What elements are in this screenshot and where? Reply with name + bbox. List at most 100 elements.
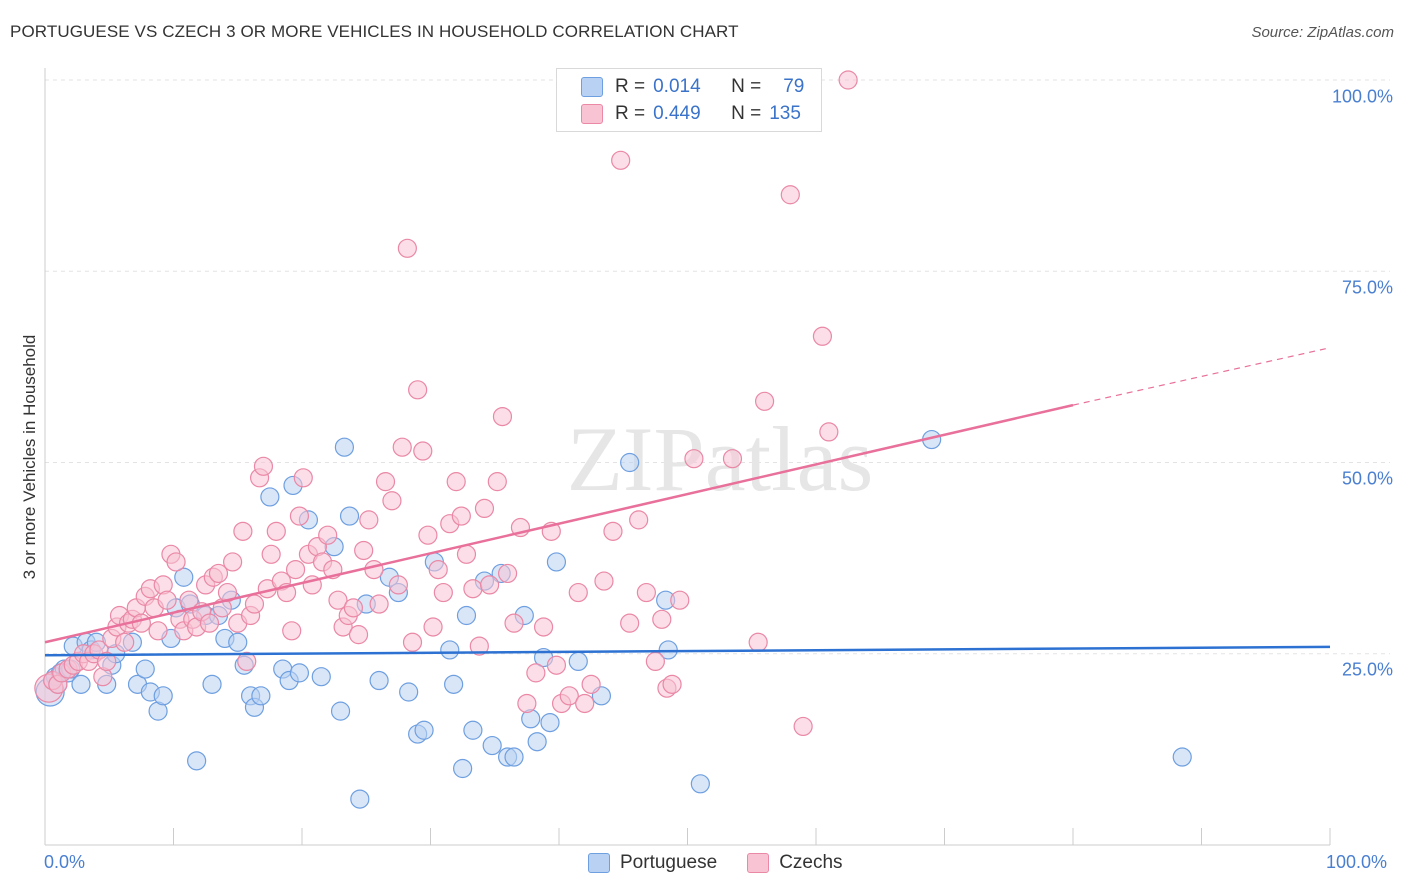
czechs-point bbox=[328, 590, 348, 610]
portuguese-point bbox=[289, 663, 310, 683]
czechs-point bbox=[780, 185, 800, 205]
czechs-point bbox=[223, 552, 243, 572]
czechs-point bbox=[819, 422, 839, 442]
legend-item-czechs[interactable]: Czechs bbox=[747, 852, 843, 874]
portuguese-point bbox=[339, 506, 360, 526]
czechs-point bbox=[526, 663, 546, 683]
czechs-point bbox=[289, 506, 310, 526]
gridlines bbox=[45, 79, 1390, 655]
portuguese-point bbox=[504, 747, 524, 767]
legend-item-portuguese[interactable]: Portuguese bbox=[588, 852, 717, 874]
czechs-point bbox=[343, 598, 363, 618]
portuguese-point bbox=[440, 640, 460, 660]
czechs-point bbox=[487, 472, 507, 492]
portuguese-point bbox=[568, 651, 588, 672]
czechs-trend-line bbox=[44, 403, 1074, 644]
czechs-point bbox=[636, 582, 656, 603]
czechs-point bbox=[115, 632, 135, 652]
y-tick-50: 50.0% bbox=[1341, 468, 1393, 489]
czechs-point bbox=[629, 510, 649, 530]
portuguese-point bbox=[1172, 747, 1192, 767]
portuguese-point bbox=[399, 682, 419, 702]
czechs-point bbox=[364, 559, 384, 580]
n-label: N = bbox=[731, 103, 762, 124]
czechs-points bbox=[34, 70, 858, 737]
czechs-point bbox=[748, 632, 768, 652]
czechs-point bbox=[369, 594, 389, 614]
r-label: R = bbox=[615, 76, 646, 97]
czechs-point bbox=[793, 716, 813, 737]
portuguese-point bbox=[414, 720, 434, 740]
chart-title: PORTUGUESE VS CZECH 3 OR MORE VEHICLES I… bbox=[10, 22, 739, 41]
portuguese-point bbox=[620, 452, 640, 473]
czechs-point bbox=[620, 613, 640, 633]
n-value: 135 bbox=[769, 103, 801, 124]
czechs-point bbox=[611, 150, 631, 170]
czechs-swatch bbox=[747, 853, 770, 873]
r-label: R = bbox=[615, 103, 646, 124]
czechs-point bbox=[261, 544, 281, 564]
czechs-point bbox=[463, 579, 483, 599]
czechs-point bbox=[282, 621, 302, 641]
czechs-point bbox=[428, 559, 448, 580]
czechs-point bbox=[348, 625, 369, 645]
czechs-point bbox=[413, 441, 433, 461]
portuguese-point bbox=[334, 437, 355, 457]
axes bbox=[44, 68, 1331, 846]
y-tick-100: 100.0% bbox=[1331, 86, 1393, 107]
czechs-point bbox=[480, 575, 500, 595]
czechs-point bbox=[148, 621, 168, 641]
portuguese-point bbox=[453, 758, 473, 779]
czechs-point bbox=[217, 582, 238, 603]
czechs-point bbox=[293, 468, 313, 488]
czechs-point bbox=[812, 326, 833, 346]
czechs-point bbox=[662, 674, 682, 694]
portuguese-point bbox=[456, 605, 477, 626]
czechs-point bbox=[266, 521, 286, 541]
czechs-point bbox=[504, 613, 524, 633]
portuguese-point bbox=[527, 732, 547, 752]
portuguese-point bbox=[540, 712, 560, 733]
czechs-point bbox=[603, 521, 623, 541]
czechs-point bbox=[402, 632, 423, 652]
portuguese-point bbox=[546, 552, 567, 572]
portuguese-point bbox=[463, 720, 483, 740]
portuguese-point bbox=[71, 674, 91, 694]
czechs-point bbox=[581, 674, 601, 694]
czechs-point bbox=[318, 525, 338, 545]
czechs-point bbox=[594, 571, 614, 591]
y-tick-25: 25.0% bbox=[1341, 659, 1393, 680]
czechs-point bbox=[97, 651, 117, 672]
czechs-point bbox=[285, 559, 306, 580]
czechs-point bbox=[517, 693, 537, 714]
portuguese-point bbox=[330, 701, 351, 721]
czechs-point bbox=[237, 651, 257, 672]
n-value: 79 bbox=[783, 76, 805, 97]
czechs-point bbox=[408, 380, 428, 400]
portuguese-point bbox=[369, 670, 389, 691]
czechs-point bbox=[418, 525, 438, 545]
stats-legend: R = 0.014 N = 79 R = 0.449 N = 135 bbox=[556, 68, 822, 132]
czechs-point bbox=[498, 563, 518, 584]
czechs-point bbox=[684, 449, 704, 469]
czechs-point bbox=[838, 70, 858, 90]
czechs-point bbox=[722, 449, 743, 469]
czechs-point bbox=[575, 693, 595, 714]
czechs-point bbox=[645, 651, 665, 672]
portuguese-label: Portuguese bbox=[620, 852, 718, 873]
czechs-point bbox=[233, 521, 253, 541]
czechs-point bbox=[559, 686, 579, 706]
czechs-point bbox=[397, 238, 417, 258]
czechs-point bbox=[208, 563, 229, 584]
czechs-point bbox=[166, 552, 186, 572]
portuguese-point bbox=[202, 674, 222, 694]
czechs-point bbox=[754, 391, 775, 411]
czechs-point bbox=[446, 472, 466, 492]
portuguese-point bbox=[311, 667, 331, 687]
legend-row-czechs: R = 0.449 N = 135 bbox=[581, 102, 801, 126]
x-tick-100: 100.0% bbox=[1326, 852, 1388, 872]
trend-lines bbox=[44, 347, 1331, 657]
czechs-point bbox=[451, 506, 471, 526]
czechs-trend-extension bbox=[1072, 347, 1331, 406]
czechs-point bbox=[670, 590, 690, 610]
